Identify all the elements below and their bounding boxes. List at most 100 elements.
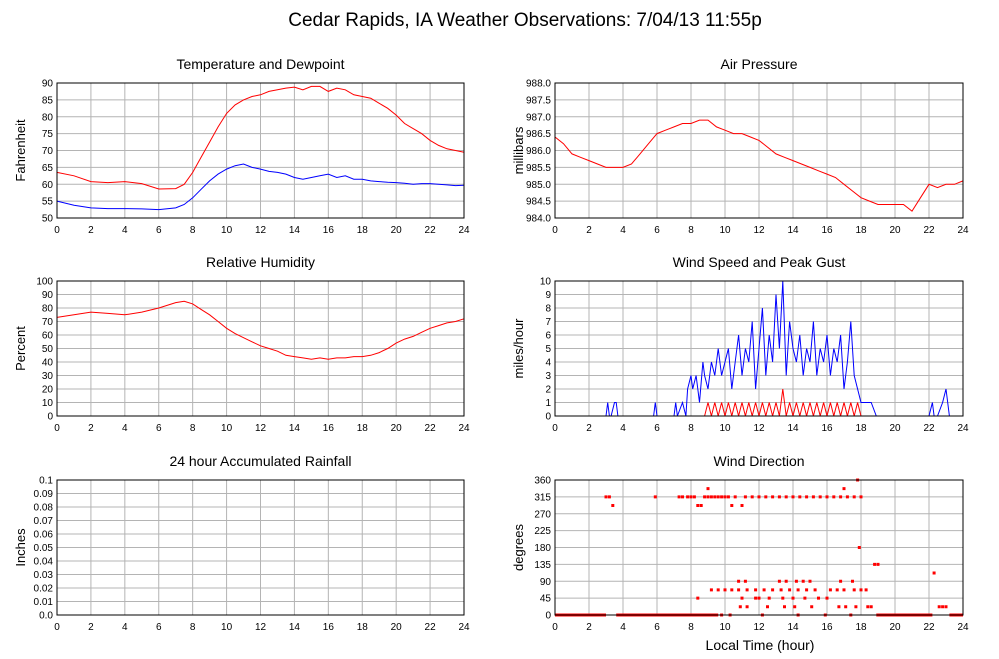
humidity-x-tick-label: 18 (357, 423, 369, 434)
direction-point (713, 495, 717, 499)
direction-point (754, 588, 758, 592)
pressure-x-tick-label: 12 (753, 225, 765, 236)
wind-y-tick-label: 3 (545, 371, 551, 382)
direction-point (845, 495, 849, 499)
temp-x-tick-label: 24 (458, 225, 470, 236)
direction-point (743, 495, 747, 499)
direction-point (783, 605, 786, 609)
pressure-x-tick-label: 2 (586, 225, 592, 236)
rain-title: 24 hour Accumulated Rainfall (169, 453, 351, 469)
humidity-y-tick-label: 0 (47, 412, 53, 423)
temp-x-tick-label: 16 (323, 225, 335, 236)
direction-point (788, 588, 792, 592)
temp-y-tick-label: 85 (42, 95, 54, 106)
temp-y-tick-label: 70 (42, 146, 54, 157)
humidity-x-tick-label: 6 (156, 423, 162, 434)
direction-point (607, 495, 611, 499)
panel-pressure: Air Pressure millibars 984.0 984.5 985.0 985.… (511, 56, 969, 236)
humidity-x-tick-label: 4 (122, 423, 128, 434)
rain-plot-frame (56, 479, 465, 616)
wind-y-tick-label: 9 (545, 290, 551, 301)
direction-point (801, 579, 805, 583)
direction-point (835, 588, 839, 592)
direction-y-axis-label: degrees (511, 524, 526, 571)
humidity-x-tick-label: 10 (221, 423, 233, 434)
rain-y-tick-label: 0.09 (34, 489, 54, 500)
direction-point (832, 495, 836, 499)
pressure-x-tick-label: 10 (719, 225, 731, 236)
humidity-x-tick-label: 2 (88, 423, 94, 434)
direction-point (805, 495, 809, 499)
pressure-x-tick-label: 20 (889, 225, 901, 236)
direction-point (803, 596, 807, 600)
panel-wind: Wind Speed and Peak Gustmiles/hour012345… (511, 254, 969, 434)
direction-point (689, 495, 693, 499)
direction-x-tick-label: 20 (889, 622, 901, 633)
pressure-y-tick-label: 987.0 (526, 112, 551, 123)
pressure-y-tick-label: 985.0 (526, 180, 551, 191)
direction-point (791, 495, 795, 499)
temp-x-tick-label: 10 (221, 225, 233, 236)
direction-point (764, 495, 768, 499)
temp-y-tick-label: 90 (42, 79, 54, 90)
rain-x-tick-label: 8 (190, 622, 196, 633)
humidity-y-axis-label: Percent (13, 326, 28, 371)
wind-x-tick-label: 14 (787, 423, 799, 434)
direction-point (839, 495, 843, 499)
direction-point (745, 605, 749, 609)
direction-point (857, 546, 861, 549)
panel-temp: Temperature and DewpointFahrenheit505560… (13, 56, 470, 236)
direction-point (754, 596, 758, 600)
wind-y-axis-label: miles/hour (511, 318, 526, 379)
pressure-x-tick-label: 24 (957, 225, 969, 236)
direction-point (808, 579, 812, 583)
wind-y-tick-label: 0 (545, 412, 551, 423)
pressure-x-tick-label: 8 (688, 225, 694, 236)
rain-y-tick-label: 0.01 (34, 597, 54, 608)
direction-x-tick-label: 18 (855, 622, 867, 633)
direction-x-tick-label: 10 (719, 622, 731, 633)
humidity-x-tick-label: 12 (255, 423, 267, 434)
rain-y-tick-label: 0.1 (39, 476, 53, 487)
direction-point (737, 588, 741, 592)
humidity-title: Relative Humidity (206, 254, 315, 270)
direction-point (839, 579, 843, 583)
humidity-y-tick-label: 30 (42, 371, 54, 382)
humidity-x-tick-label: 16 (323, 423, 335, 434)
direction-x-tick-label: 16 (821, 622, 833, 633)
temp-y-tick-label: 50 (42, 214, 54, 225)
humidity-plot-frame (56, 280, 465, 417)
direction-y-tick-label: 315 (534, 492, 551, 503)
direction-point (706, 495, 710, 499)
direction-point (854, 605, 858, 609)
humidity-y-tick-label: 50 (42, 344, 54, 355)
direction-x-tick-label: 6 (654, 622, 660, 633)
direction-point (813, 588, 817, 592)
direction-point (864, 588, 868, 592)
wind-x-tick-label: 22 (923, 423, 935, 434)
pressure-x-tick-label: 22 (923, 225, 935, 236)
direction-point (794, 579, 798, 583)
wind-y-tick-label: 6 (545, 331, 551, 342)
wind-y-tick-label: 7 (545, 317, 551, 328)
pressure-plot-frame (554, 82, 964, 219)
direction-point (779, 588, 783, 592)
direction-x-tick-label: 22 (923, 622, 935, 633)
humidity-x-tick-label: 22 (425, 423, 437, 434)
temp-series-1 (56, 163, 465, 211)
pressure-x-tick-label: 4 (620, 225, 626, 236)
direction-point (743, 579, 747, 583)
direction-point (716, 495, 720, 499)
humidity-y-tick-label: 20 (42, 385, 54, 396)
temp-y-tick-label: 60 (42, 180, 54, 191)
rain-x-tick-label: 22 (425, 622, 437, 633)
rain-x-tick-label: 2 (88, 622, 94, 633)
direction-point (730, 504, 734, 507)
temp-x-tick-label: 14 (289, 225, 301, 236)
direction-point (726, 495, 730, 499)
rain-y-tick-label: 0.0 (39, 611, 53, 622)
panel-rain: 24 hour Accumulated Rainfall Inches 0.0 0.0… (13, 453, 470, 633)
wind-y-tick-label: 5 (545, 344, 551, 355)
direction-point (793, 605, 797, 609)
direction-point (781, 596, 785, 600)
